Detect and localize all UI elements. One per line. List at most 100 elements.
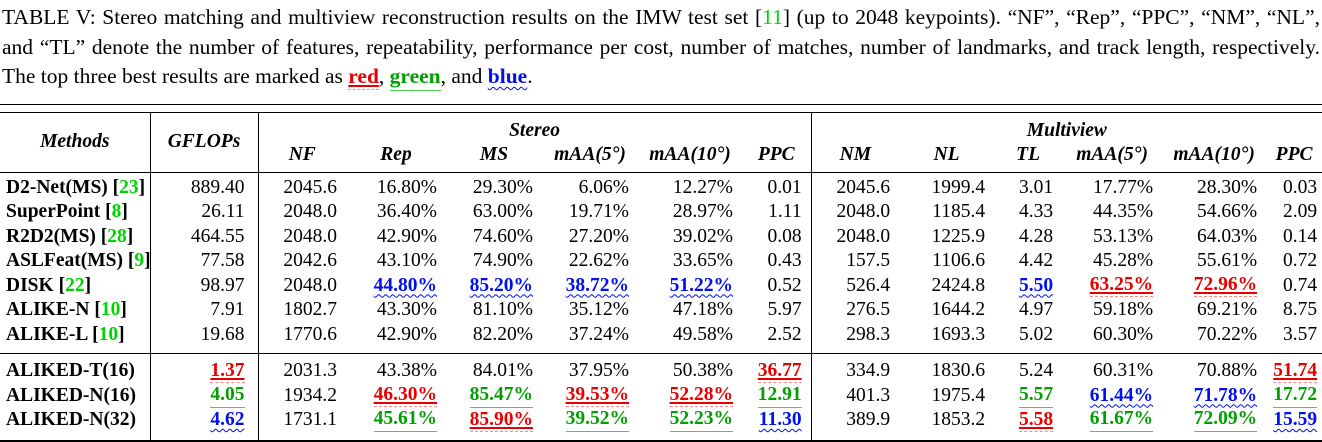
value-cell: 1225.9 <box>931 225 986 247</box>
value-cell: 276.5 <box>846 299 891 321</box>
value-cell: 54.66% <box>1196 201 1258 223</box>
value-cell: 85.20% <box>446 274 542 299</box>
method-name: SuperPoint <box>6 201 101 223</box>
value-cell: 49.58% <box>672 323 733 345</box>
value-cell: 52.23% <box>638 408 742 441</box>
caption-text: , <box>378 64 390 88</box>
value-cell: 1770.6 <box>283 323 337 345</box>
citation-link[interactable]: 28 <box>107 225 127 247</box>
value-cell: 0.01 <box>742 172 812 200</box>
value-cell: 1934.2 <box>283 384 337 406</box>
value-cell: 35.12% <box>568 299 629 321</box>
value-cell: 50.38% <box>672 360 733 382</box>
value-cell: 1106.6 <box>932 250 986 272</box>
table-row: R2D2(MS) [28] 464.55 2048.0 42.90% 74.60% 27.… <box>0 224 1322 249</box>
value-cell: 63.00% <box>472 201 533 223</box>
ranked-value-red: 1.37 <box>210 360 245 383</box>
ranked-value-red: 36.77 <box>757 360 802 383</box>
citation-link[interactable]: 22 <box>65 274 85 296</box>
column-header-tl: TL <box>1016 144 1040 165</box>
ranked-value-green: 5.57 <box>1018 384 1054 408</box>
value-cell: 52.28% <box>638 384 742 409</box>
value-cell: 1802.7 <box>283 299 337 321</box>
legend-red: red <box>348 64 379 91</box>
value-cell: 28.30% <box>1196 176 1258 198</box>
value-cell: 2048.0 <box>836 225 891 247</box>
method-name: ALIKED-T(16) <box>6 360 135 382</box>
method-cell: ALIKED-N(32) <box>0 408 151 441</box>
value-cell: 2048.0 <box>283 201 337 223</box>
value-cell: 70.88% <box>1196 360 1258 382</box>
value-cell: 29.30% <box>472 176 533 198</box>
value-cell: 45.61% <box>346 408 446 441</box>
column-header-ms: MS <box>479 144 509 165</box>
method-cell: ALIKED-T(16) <box>0 353 151 384</box>
value-cell: 17.72 <box>1266 384 1322 409</box>
citation-link[interactable]: 23 <box>119 176 139 198</box>
value-cell: 84.01% <box>472 360 533 382</box>
value-cell: 12.91 <box>742 383 812 408</box>
value-cell: 2045.6 <box>283 176 337 198</box>
citation-link[interactable]: 11 <box>762 5 783 29</box>
ranked-value-red: 5.58 <box>1018 409 1054 432</box>
ranked-value-blue: 38.72% <box>565 274 629 296</box>
value-cell: 39.02% <box>672 225 733 247</box>
column-header-multiview-maa5: mAA(5°) <box>1076 144 1148 165</box>
method-name: ALIKE-N <box>6 299 90 321</box>
value-cell: 42.90% <box>376 323 437 345</box>
value-cell: 74.60% <box>472 225 533 247</box>
value-cell: 27.20% <box>568 225 629 247</box>
method-name: R2D2(MS) <box>6 225 96 247</box>
value-cell: 0.14 <box>1283 225 1318 247</box>
column-header-multiview-ppc: PPC <box>1275 144 1313 165</box>
citation-link[interactable]: 9 <box>134 250 145 272</box>
value-cell: 5.24 <box>1018 360 1054 382</box>
citation-link[interactable]: 8 <box>111 201 122 223</box>
value-cell: 72.96% <box>1162 274 1266 299</box>
value-cell: 98.97 <box>150 273 259 298</box>
value-cell: 526.4 <box>846 274 891 296</box>
value-cell: 64.03% <box>1196 225 1258 247</box>
value-cell: 51.22% <box>638 274 742 299</box>
column-header-methods: Methods <box>0 112 151 172</box>
ranked-value-red: 85.90% <box>469 409 533 432</box>
citation-link[interactable]: 10 <box>100 299 121 321</box>
column-header-nm: NM <box>839 144 872 165</box>
legend-blue: blue <box>487 64 528 88</box>
value-cell: 39.52% <box>542 408 638 441</box>
citation-link[interactable]: 10 <box>98 323 119 345</box>
ranked-value-blue: 61.44% <box>1089 384 1154 406</box>
ranked-value-red: 51.74 <box>1273 360 1318 383</box>
ranked-value-green: 61.67% <box>1089 408 1154 433</box>
ranked-value-green: 17.72 <box>1273 384 1318 408</box>
value-cell: 37.95% <box>568 360 629 382</box>
value-cell: 7.91 <box>150 298 259 323</box>
ranked-value-blue: 5.50 <box>1018 274 1054 296</box>
value-cell: 44.80% <box>346 274 446 299</box>
caption-text: TABLE V: Stereo matching and multiview r… <box>2 5 763 29</box>
value-cell: 334.9 <box>846 360 891 382</box>
table-row: ASLFeat(MS) [9] 77.58 2042.6 43.10% 74.90% 22… <box>0 249 1322 274</box>
table-row: ALIKE-L [10] 19.68 1770.6 42.90% 82.20% 37.24… <box>0 322 1322 354</box>
value-cell: 6.06% <box>578 176 629 198</box>
method-cell: ALIKED-N(16) <box>0 383 151 408</box>
value-cell: 19.71% <box>568 201 629 223</box>
ranked-value-blue: 85.20% <box>469 274 533 296</box>
value-cell: 55.61% <box>1196 250 1258 272</box>
table-row: ALIKE-N [10] 7.91 1802.7 43.30% 81.10% 35.12%… <box>0 298 1322 323</box>
ranked-value-green: 39.52% <box>565 408 629 433</box>
ranked-value-blue: 4.62 <box>210 409 245 431</box>
value-cell: 4.28 <box>1018 225 1054 247</box>
method-cell: SuperPoint [8] <box>0 200 151 225</box>
method-cell: DISK [22] <box>0 273 151 298</box>
caption-text: , and <box>440 64 488 88</box>
value-cell: 43.30% <box>376 299 437 321</box>
method-cell: ALIKE-L [10] <box>0 322 151 354</box>
table-caption: TABLE V: Stereo matching and multiview r… <box>2 3 1320 92</box>
value-cell: 15.59 <box>1266 408 1322 441</box>
value-cell: 12.27% <box>672 176 733 198</box>
value-cell: 37.24% <box>568 323 629 345</box>
value-cell: 28.97% <box>672 201 733 223</box>
value-cell: 2.52 <box>742 322 812 354</box>
value-cell: 51.74 <box>1266 354 1322 384</box>
